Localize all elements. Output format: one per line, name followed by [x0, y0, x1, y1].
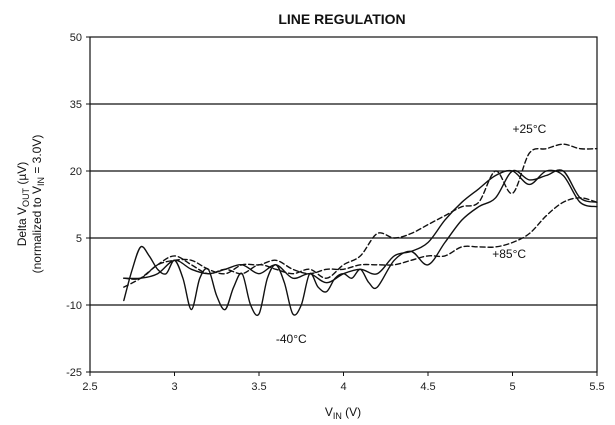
y-tick-label: 50	[70, 32, 82, 44]
series-line-40c	[123, 169, 598, 317]
series-line-25c	[123, 143, 598, 288]
x-tick-label: 3	[171, 381, 177, 393]
y-tick-label: 35	[70, 99, 82, 111]
y-axis-label-line2: (normalized to VIN = 3.0V)	[30, 135, 46, 274]
plot-area-frame	[89, 36, 598, 373]
y-tick-label: -10	[66, 300, 82, 312]
series-annotation: -40°C	[276, 332, 307, 346]
x-tick-label: 4.5	[420, 381, 435, 393]
x-axis-ticks: 2.5 3 3.5 4 4.5 5 5.5	[82, 372, 605, 393]
y-axis-label: Delta VOUT (µV) (normalized to VIN = 3.0…	[15, 135, 46, 274]
x-tick-label: 2.5	[82, 381, 97, 393]
y-axis-label-line1: Delta VOUT (µV)	[15, 162, 31, 247]
x-axis-label: VIN (V)	[325, 405, 361, 421]
gridlines	[90, 103, 597, 306]
y-tick-label: 5	[76, 233, 82, 245]
chart-title: LINE REGULATION	[278, 11, 405, 27]
x-tick-label: 5.5	[589, 381, 604, 393]
x-tick-label: 5	[509, 381, 515, 393]
y-tick-label: 20	[70, 166, 82, 178]
x-tick-label: 3.5	[251, 381, 266, 393]
series-annotation: +25°C	[513, 122, 547, 136]
data-series	[123, 143, 598, 317]
series-line-unlabeled-3	[123, 169, 598, 284]
series-annotations: +25°C +85°C -40°C	[276, 122, 547, 346]
series-line-85c	[123, 197, 598, 280]
y-tick-label: -25	[66, 367, 82, 379]
x-tick-label: 4	[340, 381, 346, 393]
y-axis-ticks: -25 -10 5 20 35 50	[66, 32, 90, 379]
series-annotation: +85°C	[492, 247, 526, 261]
